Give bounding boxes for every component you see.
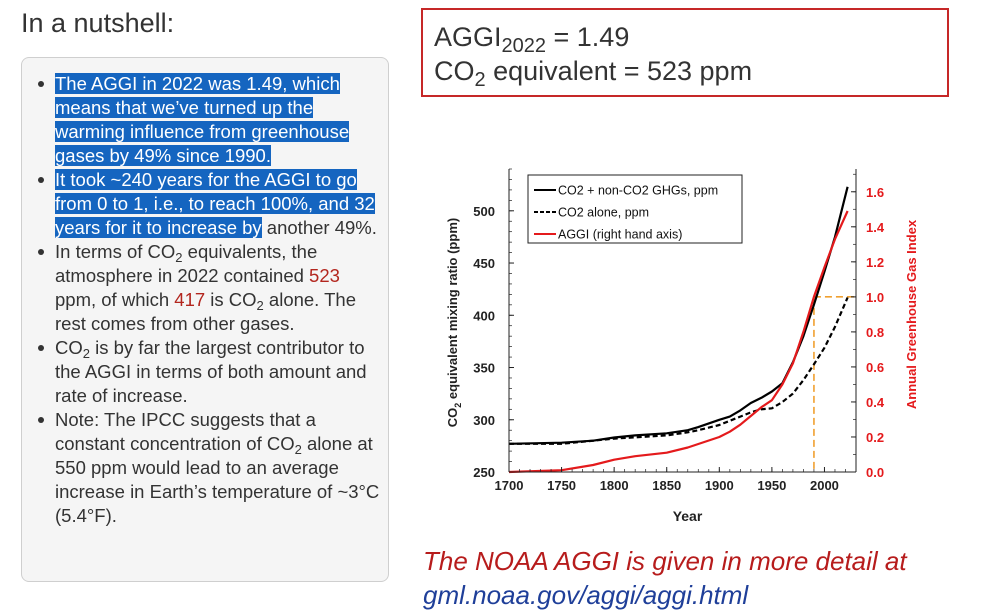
x-axis-label: Year	[673, 508, 703, 524]
y-tick-label: 450	[473, 256, 495, 271]
co2e-label: CO	[434, 56, 475, 86]
co2-value: 417	[174, 289, 206, 310]
summary-text: another 49%.	[261, 217, 377, 238]
summary-text: is CO	[205, 289, 257, 310]
y-tick-label: 300	[473, 413, 495, 428]
aggi-label: AGGI	[434, 22, 502, 52]
summary-text: is by far the largest contributor to the…	[55, 337, 367, 406]
summary-text: alone at 550 ppm would lead to an averag…	[55, 433, 380, 526]
summary-item-aggi-timeline: It took ~240 years for the AGGI to go fr…	[38, 168, 384, 240]
x-tick-label: 1950	[757, 478, 786, 493]
aggi-chart: 1700 1750 1800 1850 1900 1950 2000 250 300 350 400…	[445, 168, 919, 524]
summary-list: The AGGI in 2022 was 1.49, which means t…	[22, 58, 388, 528]
x-tick-label: 1750	[547, 478, 576, 493]
y2-tick-label: 1.2	[866, 255, 884, 270]
y2-tick-label: 0.8	[866, 325, 884, 340]
y2-tick-label: 1.6	[866, 185, 884, 200]
subscript: 2022	[501, 35, 547, 57]
x-tick-label: 1800	[600, 478, 629, 493]
summary-text: ppm, of which	[55, 289, 175, 310]
aggi-summary-box: AGGI2022 = 1.49 CO2 equivalent = 523 ppm	[421, 8, 949, 97]
summary-box: The AGGI in 2022 was 1.49, which means t…	[21, 57, 389, 582]
summary-item-aggi-2022: The AGGI in 2022 was 1.49, which means t…	[38, 72, 384, 168]
page-heading: In a nutshell:	[21, 8, 175, 38]
x-tick-label: 1900	[705, 478, 734, 493]
x-tick-label: 1700	[495, 478, 524, 493]
legend-label-3: AGGI (right hand axis)	[558, 228, 682, 242]
y2-tick-label: 0.4	[866, 395, 885, 410]
y2-axis-label: Annual Greenhouse Gas Index	[904, 219, 919, 409]
y-tick-label: 400	[473, 308, 495, 323]
subscript: 2	[175, 250, 183, 265]
y-axis-label: CO2 equivalent mixing ratio (ppm)	[445, 218, 463, 427]
subscript: 2	[294, 442, 302, 457]
summary-text: In terms of CO	[55, 241, 176, 262]
co2e-value-line: CO2 equivalent = 523 ppm	[434, 54, 947, 91]
x-tick-label: 2000	[810, 478, 839, 493]
summary-text: equivalents, the atmosphere in 2022 cont…	[55, 241, 318, 286]
x-tick-label: 1850	[652, 478, 681, 493]
y2-tick-label: 0.2	[866, 430, 884, 445]
y2-tick-label: 0.0	[866, 465, 884, 480]
footer-note: The NOAA AGGI is given in more detail at…	[423, 544, 907, 612]
series-line-1	[508, 186, 849, 445]
legend-box	[527, 174, 743, 244]
summary-text: Note: The IPCC suggests that a constant …	[55, 409, 316, 454]
subscript: 2	[82, 346, 90, 361]
y-tick-label: 350	[473, 361, 495, 376]
summary-item-ipcc-note: Note: The IPCC suggests that a constant …	[38, 408, 384, 528]
legend-label-1: CO2 + non-CO2 GHGs, ppm	[558, 184, 718, 198]
y2-tick-label: 1.4	[866, 220, 885, 235]
y-tick-label: 250	[473, 465, 495, 480]
y2-tick-label: 0.6	[866, 360, 884, 375]
summary-item-co2-contributor: CO2 is by far the largest contributor to…	[38, 336, 384, 408]
summary-item-co2-equivalent: In terms of CO2 equivalents, the atmosph…	[38, 240, 384, 336]
aggi-value-line: AGGI2022 = 1.49	[434, 20, 947, 57]
y-tick-label: 500	[473, 204, 495, 219]
y2-tick-label: 1.0	[866, 290, 884, 305]
aggi-value: = 1.49	[546, 22, 630, 52]
selected-text[interactable]: It took ~240 years for the AGGI to go fr…	[55, 169, 375, 238]
legend-label-2: CO2 alone, ppm	[558, 206, 649, 220]
co2e-value: equivalent = 523 ppm	[485, 56, 753, 86]
selected-text[interactable]: The AGGI in 2022 was 1.49, which means t…	[55, 73, 350, 166]
subscript: 2	[474, 69, 486, 91]
series-line-3	[508, 210, 849, 474]
summary-text: alone. The rest comes from other gases.	[55, 289, 357, 334]
co2e-value: 523	[309, 265, 340, 286]
subscript: 2	[256, 298, 264, 313]
series-line-2	[509, 297, 849, 445]
aggi-link[interactable]: gml.noaa.gov/aggi/aggi.html	[423, 580, 749, 610]
summary-text: CO	[55, 337, 83, 358]
footer-text: The NOAA AGGI is given in more detail at	[423, 546, 907, 576]
